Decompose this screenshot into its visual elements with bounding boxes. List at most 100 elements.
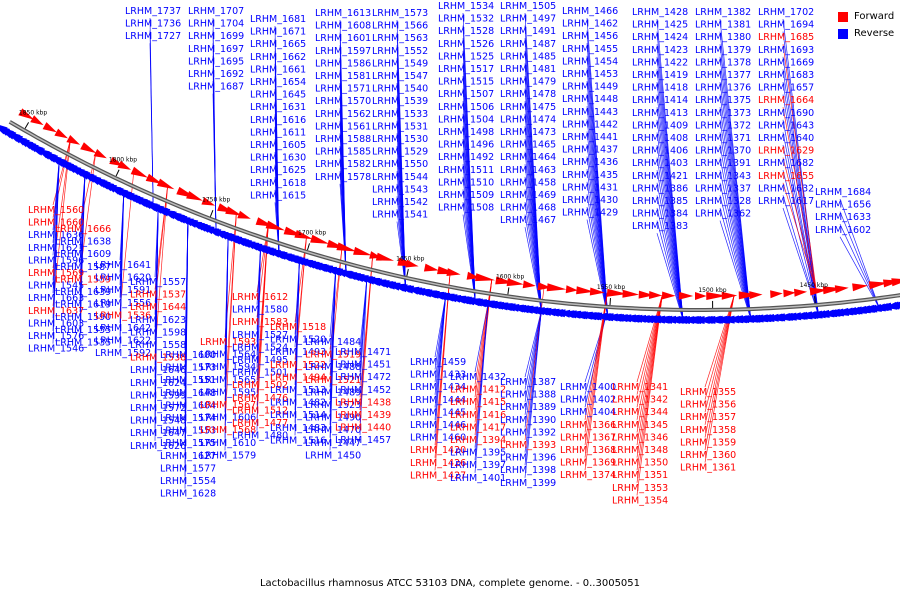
leader-line	[656, 207, 684, 320]
gene-reverse-LRHM_1430	[199, 225, 215, 235]
gene-label: LRHM_1509	[438, 190, 494, 201]
gene-label: LRHM_1484	[305, 337, 361, 348]
backbone-highlight	[9, 121, 900, 311]
gene-reverse-LRHM_1459	[800, 310, 823, 319]
leader-lines	[52, 12, 880, 496]
gene-reverse-LRHM_1385	[249, 243, 271, 255]
legend-forward-label: Forward	[854, 11, 895, 22]
gene-reverse-LRHM_1400	[882, 301, 900, 309]
gene-label: LRHM_1439	[335, 410, 391, 421]
leader-line	[224, 213, 237, 426]
gene-label: LRHM_1511	[438, 165, 494, 176]
leader-line	[524, 310, 542, 478]
gene-label: LRHM_1421	[632, 171, 688, 182]
leader-line	[782, 119, 819, 315]
gene-forward-LRHM_1427	[405, 259, 419, 268]
gene-label: LRHM_1633	[815, 212, 871, 223]
gene-forward-LRHM_1360	[794, 288, 808, 297]
gene-label: LRHM_1355	[680, 387, 736, 398]
gene-label: LRHM_1516	[270, 435, 326, 446]
gene-label: LRHM_1631	[250, 102, 306, 113]
gene-reverse-LRHM_1397	[870, 302, 892, 311]
gene-label: LRHM_1654	[250, 77, 306, 88]
gene-label: LRHM_1468	[500, 203, 556, 214]
gene-label: LRHM_1444	[410, 395, 466, 406]
gene-label: LRHM_1409	[632, 120, 688, 131]
gene-forward-LRHM_1660	[93, 149, 107, 159]
gene-label: LRHM_1442	[562, 119, 618, 130]
gene-label: LRHM_1385	[632, 196, 688, 207]
scale-tick	[406, 269, 409, 277]
gene-label: LRHM_1571	[315, 84, 371, 95]
gene-label: LRHM_1399	[500, 478, 556, 489]
gene-label: LRHM_1437	[562, 145, 618, 156]
gene-label: LRHM_1534	[438, 1, 494, 12]
gene-label: LRHM_1683	[758, 70, 814, 81]
gene-label: LRHM_1598	[130, 327, 186, 338]
gene-label: LRHM_1562	[315, 109, 371, 120]
gene-label: LRHM_1565	[200, 375, 256, 386]
gene-forward-LRHM_1366	[522, 280, 536, 289]
gene-label: LRHM_1478	[500, 89, 556, 100]
gene-label: LRHM_1494	[270, 372, 326, 383]
gene-label: LRHM_1621	[28, 243, 84, 254]
gene-label: LRHM_1646	[130, 365, 186, 376]
gene-label: LRHM_1581	[315, 71, 371, 82]
gene-label: LRHM_1414	[632, 95, 688, 106]
scale-tick-label: 1850 kbp	[19, 110, 47, 117]
gene-label: LRHM_1619	[55, 300, 111, 311]
gene-label: LRHM_1567	[200, 400, 256, 411]
scale-tick-label: 1750 kbp	[202, 197, 230, 204]
gene-label: LRHM_1343	[695, 171, 751, 182]
gene-reverse-LRHM_1648	[586, 312, 603, 321]
gene-label: LRHM_1380	[695, 32, 751, 43]
gene-label: LRHM_1525	[438, 51, 494, 62]
leader-line	[839, 224, 880, 309]
gene-reverse-LRHM_1488	[763, 313, 786, 322]
leader-line	[636, 295, 663, 408]
gene-label: LRHM_1684	[815, 187, 871, 198]
gene-label: LRHM_1603	[28, 318, 84, 329]
leader-line	[719, 195, 752, 320]
gene-label: LRHM_1538	[130, 353, 186, 364]
gene-forward-LRHM_1659	[80, 142, 97, 154]
gene-label: LRHM_1564	[200, 350, 256, 361]
gene-label: LRHM_1582	[315, 159, 371, 170]
gene-tracks	[0, 108, 900, 324]
gene-forward-LRHM_1412	[423, 263, 439, 272]
gene-label: LRHM_1464	[500, 152, 556, 163]
gene-forward-LRHM_1494	[294, 230, 313, 240]
gene-label: LRHM_1644	[130, 302, 186, 313]
leader-line	[839, 211, 880, 309]
gene-label: LRHM_1555	[55, 325, 111, 336]
gene-label: LRHM_1427	[410, 470, 466, 481]
leader-line	[294, 260, 300, 436]
gene-label: LRHM_1568	[200, 425, 256, 436]
leader-line	[782, 44, 817, 292]
leader-line	[782, 107, 817, 292]
gene-label: LRHM_1457	[335, 435, 391, 446]
gene-label: LRHM_1420	[410, 445, 466, 456]
gene-label: LRHM_1612	[232, 292, 288, 303]
leader-line	[119, 192, 125, 349]
gene-label: LRHM_1529	[372, 147, 428, 158]
gene-label: LRHM_1655	[758, 171, 814, 182]
gene-label: LRHM_1694	[758, 20, 814, 31]
leader-line	[719, 220, 752, 320]
gene-forward-LRHM_1374	[506, 278, 524, 287]
leader-line	[782, 182, 817, 292]
leader-line	[79, 174, 86, 338]
leader-line	[782, 144, 819, 315]
gene-reverse-LRHM_1549	[343, 272, 365, 282]
gene-label: LRHM_1505	[500, 1, 556, 12]
leader-line	[719, 207, 752, 320]
gene-label: LRHM_1548	[130, 416, 186, 427]
scale-ticks: 1850 kbp 1800 kbp 1750 kbp 1700 kbp 1650 kbp…	[19, 110, 828, 308]
gene-label: LRHM_1491	[500, 26, 556, 37]
gene-label: LRHM_1337	[695, 183, 751, 194]
gene-label: LRHM_1671	[250, 27, 306, 38]
leader-line	[586, 219, 609, 317]
gene-label: LRHM_1422	[632, 57, 688, 68]
gene-label: LRHM_1615	[250, 190, 306, 201]
